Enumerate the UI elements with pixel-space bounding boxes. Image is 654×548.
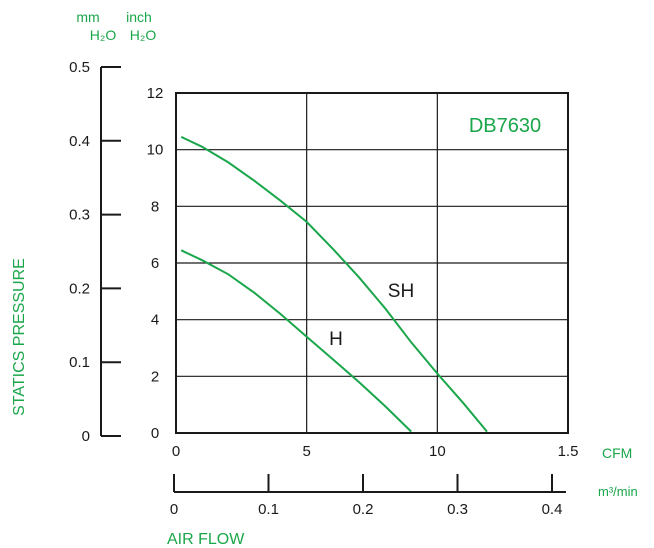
- y-tick-label: 10: [147, 142, 164, 159]
- x-unit-m3min: m³/min: [598, 484, 638, 499]
- y-tick-label: 4: [151, 312, 159, 329]
- y-tick-label: 0: [151, 425, 159, 442]
- primary-x-ticks: 0 5 10 1.5: [172, 443, 579, 460]
- series-label-sh: SH: [388, 281, 414, 302]
- y-unit-inch: inch: [126, 9, 152, 25]
- x-tick-label: 5: [302, 443, 310, 460]
- secondary-x-tick-label: 0.4: [542, 501, 563, 518]
- secondary-y-tick-label: 0.3: [69, 207, 90, 224]
- series-line-sh: [180, 135, 488, 433]
- y-tick-label: 12: [147, 85, 164, 102]
- secondary-y-tick-label: 0.1: [69, 354, 90, 371]
- x-tick-label: 10: [429, 443, 446, 460]
- secondary-y-ticks: 0 0.1 0.2 0.3 0.4 0.5: [69, 59, 121, 445]
- x-unit-cfm: CFM: [602, 445, 632, 461]
- x-tick-label: 1.5: [558, 443, 579, 460]
- grid: [176, 93, 568, 433]
- model-label: DB7630: [469, 115, 541, 137]
- secondary-y-tick-label: 0.4: [69, 133, 90, 150]
- y-unit-inch-sub: H₂O: [130, 27, 157, 43]
- series-line-h: [180, 249, 412, 433]
- x-axis-title: AIR FLOW: [167, 531, 245, 548]
- secondary-x-tick-label: 0: [170, 501, 178, 518]
- plot-frame: [175, 92, 569, 434]
- y-unit-mm-sub: H₂O: [90, 27, 117, 43]
- y-tick-label: 2: [151, 368, 159, 385]
- secondary-x-tick-label: 0.2: [353, 501, 374, 518]
- series-label-h: H: [329, 329, 343, 350]
- secondary-x-tick-label: 0.3: [447, 501, 468, 518]
- secondary-y-tick-label: 0.2: [69, 280, 90, 297]
- secondary-y-tick-label: 0: [82, 428, 90, 445]
- x-tick-label: 0: [172, 443, 180, 460]
- primary-y-ticks: 0 2 4 6 8 10 12: [147, 85, 164, 442]
- y-tick-label: 8: [151, 198, 159, 215]
- y-unit-mm: mm: [76, 9, 99, 25]
- y-axis-title: STATICS PRESSURE: [11, 258, 28, 416]
- secondary-y-tick-label: 0.5: [69, 59, 90, 76]
- secondary-x-ticks: 0 0.1 0.2 0.3 0.4: [170, 474, 563, 518]
- series-lines: [180, 135, 488, 433]
- y-tick-label: 6: [151, 255, 159, 272]
- secondary-x-tick-label: 0.1: [258, 501, 279, 518]
